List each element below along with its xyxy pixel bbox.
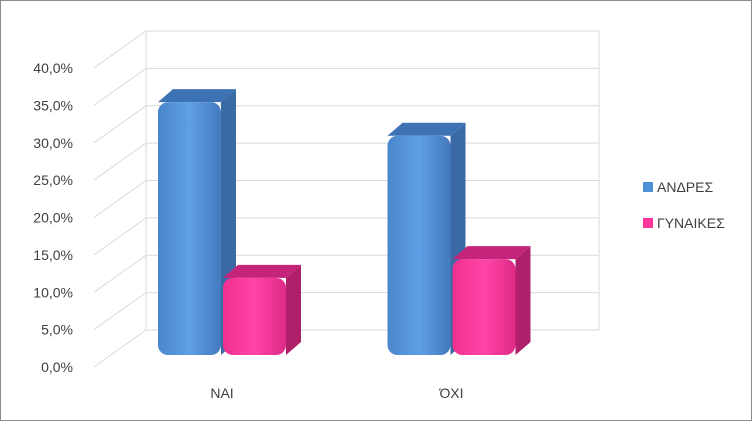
gridline-side [93, 254, 147, 293]
bar-front [387, 135, 451, 355]
y-tick-label: 15,0% [33, 247, 73, 263]
legend-swatch [643, 218, 653, 228]
legend-swatch [643, 182, 653, 192]
bar-men-1 [387, 122, 466, 355]
y-tick-label: 10,0% [33, 284, 73, 300]
gridline-side [93, 180, 147, 218]
gridline-side [93, 105, 147, 144]
gridline-side [93, 292, 147, 331]
bar-top [452, 246, 531, 260]
bar-women-0 [223, 264, 301, 355]
bars [158, 89, 531, 355]
x-category-label: ΝΑΙ [210, 385, 233, 401]
y-tick-label: 0,0% [41, 359, 73, 375]
gridline-side [93, 30, 147, 69]
bar-front [223, 277, 286, 355]
y-tick-label: 25,0% [33, 172, 73, 188]
y-axis: 0,0% 5,0% 10,0% 15,0% 20,0% 25,0% 30,0% 35,0% 40… [33, 60, 73, 375]
y-tick-label: 40,0% [33, 60, 73, 76]
legend-label: ΓΥΝΑΙΚΕΣ [657, 215, 725, 231]
bar-top [387, 122, 466, 136]
gridline-side [93, 329, 147, 368]
y-tick-label: 30,0% [33, 135, 73, 151]
y-tick-label: 5,0% [41, 322, 73, 338]
bar-side [515, 246, 531, 355]
legend: ΑΝΔΡΕΣ ΓΥΝΑΙΚΕΣ [643, 179, 725, 231]
bar-front [158, 102, 221, 355]
gridline-side [93, 67, 147, 106]
y-tick-label: 35,0% [33, 97, 73, 113]
gridline-side [93, 142, 147, 181]
y-tick-label: 20,0% [33, 210, 73, 226]
bar-front [452, 259, 516, 355]
bar-top [158, 89, 236, 103]
x-axis: ΝΑΙ ΌΧΙ [210, 385, 463, 401]
bar-women-1 [452, 246, 531, 355]
bar-top [223, 264, 301, 278]
x-category-label: ΌΧΙ [438, 385, 463, 401]
gridline-side [93, 217, 147, 256]
bar-side [286, 264, 301, 355]
legend-label: ΑΝΔΡΕΣ [657, 179, 713, 195]
